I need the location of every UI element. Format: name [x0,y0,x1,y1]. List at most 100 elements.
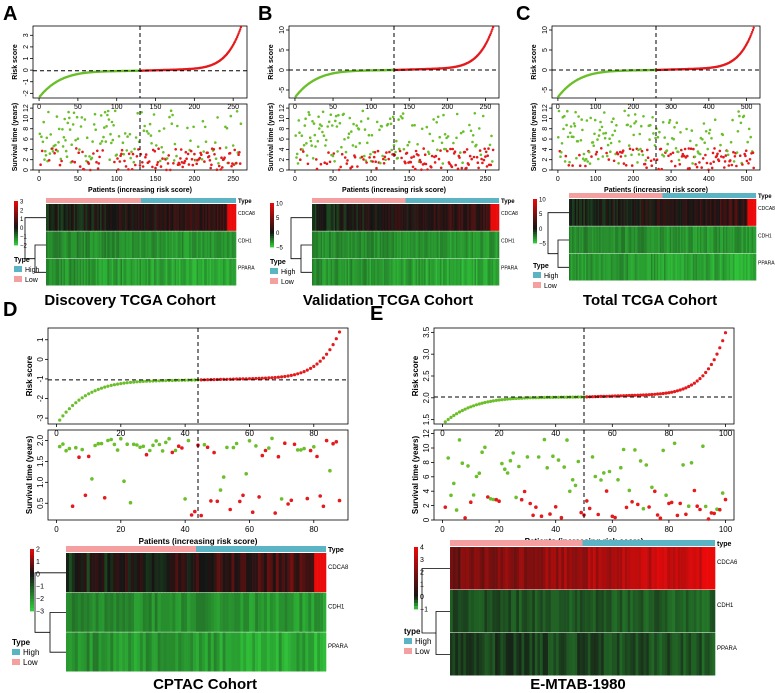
heatmap-cell [643,199,646,226]
risk-xtick-label: 50 [329,104,337,111]
heatmap-cell [580,199,583,226]
survival-point [386,122,390,126]
survival-point [117,168,120,171]
risk-ytick-label: -2 [36,394,45,402]
heatmap-cell [116,231,118,259]
heatmap-cell [209,258,212,286]
heatmap-cell [70,231,73,259]
survival-point [145,130,149,133]
heatmap-cell [635,547,639,590]
heatmap-cell [54,258,57,286]
heatmap-dendrogram [290,217,312,273]
heatmap-cell [471,258,474,286]
heatmap-cell [363,204,366,231]
survival-ytick-label: 6 [542,137,549,141]
heatmap-cell [566,633,570,676]
heatmap-type-bar-high [662,193,756,198]
heatmap-cell [590,590,594,633]
heatmap-cell [347,204,350,231]
heatmap-cell [63,258,66,286]
heatmap-cell [385,231,388,259]
heatmap-cell [391,204,393,231]
risk-point [96,387,100,391]
heatmap-cell [412,204,415,231]
survival-point [723,497,728,502]
survival-point [675,121,679,124]
survival-point [375,166,378,170]
survival-point [401,112,405,115]
heatmap-cell [656,199,659,226]
survival-point [171,113,174,117]
survival-point [41,140,45,144]
heatmap-cell [135,231,137,259]
heatmap-gene-label: CDCA6 [717,560,738,566]
heatmap-cell [366,204,369,231]
heatmap-cell [452,258,455,286]
survival-point [661,120,665,124]
heatmap-cell [218,231,221,259]
risk-point [639,393,643,397]
heatmap-cell [437,204,439,231]
survival-point [500,461,504,466]
survival-point [62,136,66,139]
survival-point [340,145,343,149]
heatmap-cell [583,253,586,281]
colorbar-label: 5 [276,216,280,222]
survival-ylabel: Survival time (years) [25,436,34,515]
title-total: Total TCGA Cohort [583,292,717,309]
heatmap-cell [125,592,129,632]
heatmap-cell [452,204,455,231]
colorbar-segment [533,225,537,228]
survival-point [38,132,42,136]
heatmap-cell [97,204,99,231]
heatmap-cell [170,258,172,286]
survival-point [67,446,72,451]
heatmap-cell [66,231,69,259]
heatmap-cell [222,231,225,259]
risk-ytick-label: 3.5 [422,326,431,338]
heatmap-cell [324,258,327,286]
survival-point [387,157,391,161]
heatmap-cell [669,199,672,226]
survival-point [49,133,52,136]
heatmap-gene-label: CDH1 [238,238,252,244]
heatmap-cell [606,253,609,281]
heatmap-cell [141,204,143,231]
survival-point [320,124,323,128]
risk-point [455,412,459,416]
heatmap-cell [228,258,231,286]
survival-point [709,511,714,515]
heatmap-cell [688,633,692,676]
heatmap-cell [381,231,383,259]
heatmap-cell [693,547,697,590]
survival-ytick-label: 12 [542,104,549,112]
colorbar-label: 2 [420,569,424,576]
heatmap-cell [389,231,392,259]
heatmap-cell [468,590,472,633]
survival-xtick-label: 250 [227,176,239,183]
heatmap-cell [735,226,738,254]
survival-point [396,156,400,160]
heatmap-dendrogram [34,572,66,653]
risk-point [237,32,240,35]
colorbar-segment [30,583,34,587]
survival-point [481,114,485,118]
survival-point [79,125,83,128]
heatmap-cell [699,633,703,676]
survival-xtick-label: 100 [365,176,377,183]
heatmap-cell [638,590,642,633]
heatmap-cell [216,632,220,672]
heatmap-cell [649,226,652,254]
colorbar-segment [270,229,274,232]
heatmap-cell [630,590,634,633]
heatmap-cell [672,226,675,254]
survival-point [328,160,332,164]
heatmap-cell [444,204,447,231]
survival-point [471,140,474,144]
risk-xtick-label: 150 [150,104,162,111]
heatmap-cell [167,258,170,286]
heatmap-cell [600,253,603,281]
heatmap-cell [669,633,673,676]
survival-point [350,130,353,133]
risk-point [135,380,139,384]
